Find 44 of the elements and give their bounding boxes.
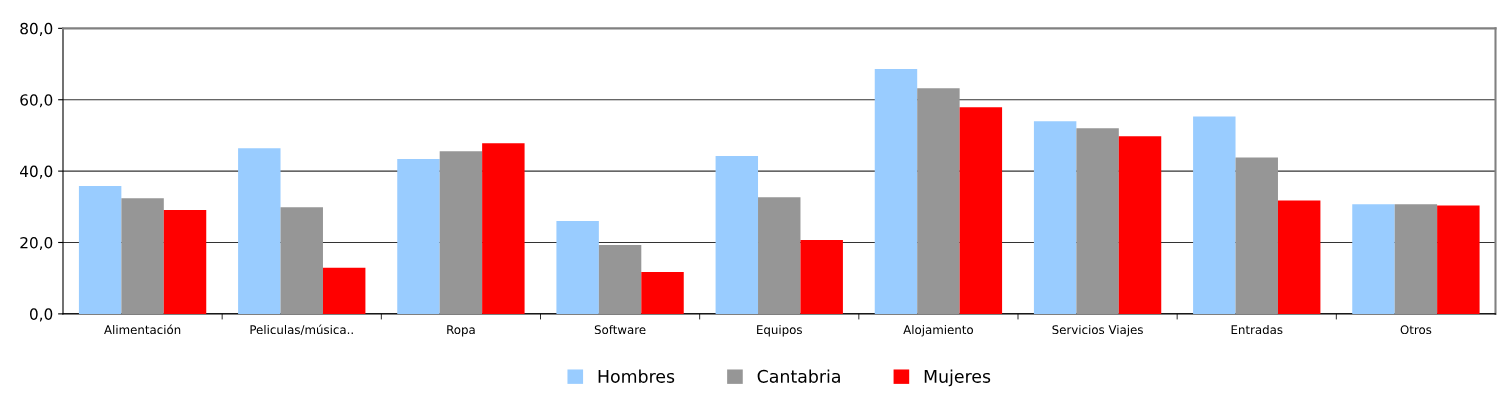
x-tick-label: Alimentación xyxy=(104,324,181,335)
x-tick-label: Software xyxy=(594,324,646,335)
bar xyxy=(1076,128,1119,314)
bar xyxy=(1235,157,1278,314)
bar xyxy=(121,198,164,314)
bar xyxy=(641,272,684,314)
bar xyxy=(800,240,843,314)
bar xyxy=(1437,205,1480,314)
x-tick-label: Ropa xyxy=(447,325,475,337)
bar xyxy=(482,143,525,314)
bar xyxy=(397,158,440,314)
bar xyxy=(1118,136,1162,314)
bar xyxy=(1277,200,1321,314)
legend-label: Hombres xyxy=(598,369,675,383)
y-tick-label: 0,0 xyxy=(29,308,53,322)
legend-label: Cantabria xyxy=(757,369,840,383)
bar xyxy=(598,244,642,314)
bar xyxy=(959,107,1003,314)
legend-label: Mujeres xyxy=(924,369,991,387)
x-tick-label: Entradas xyxy=(1231,324,1283,335)
x-tick-label: Servicios Viajes xyxy=(1052,324,1143,337)
x-tick-label: Alojamiento xyxy=(903,324,974,337)
x-tick-label: Peliculas/música.. xyxy=(250,324,353,336)
y-tick-label: 20,0 xyxy=(20,236,53,251)
bar xyxy=(1033,121,1077,314)
x-tick-label: Equipos xyxy=(757,324,802,337)
bar xyxy=(280,207,323,314)
x-tick-label: Otros xyxy=(1400,325,1432,335)
y-tick-label: 60,0 xyxy=(20,94,53,108)
bar xyxy=(163,210,207,314)
bar xyxy=(238,148,281,314)
bar xyxy=(758,197,801,314)
bar xyxy=(1193,116,1236,314)
bar xyxy=(1394,204,1438,314)
bar xyxy=(874,69,918,314)
y-tick-label: 80,0 xyxy=(20,22,53,36)
bar xyxy=(439,151,483,314)
bar xyxy=(322,267,366,314)
bar xyxy=(556,221,599,314)
y-tick-label: 40,0 xyxy=(20,165,53,179)
bar xyxy=(715,156,759,314)
bar xyxy=(1352,204,1395,314)
bar xyxy=(78,186,122,314)
bar xyxy=(917,88,960,314)
